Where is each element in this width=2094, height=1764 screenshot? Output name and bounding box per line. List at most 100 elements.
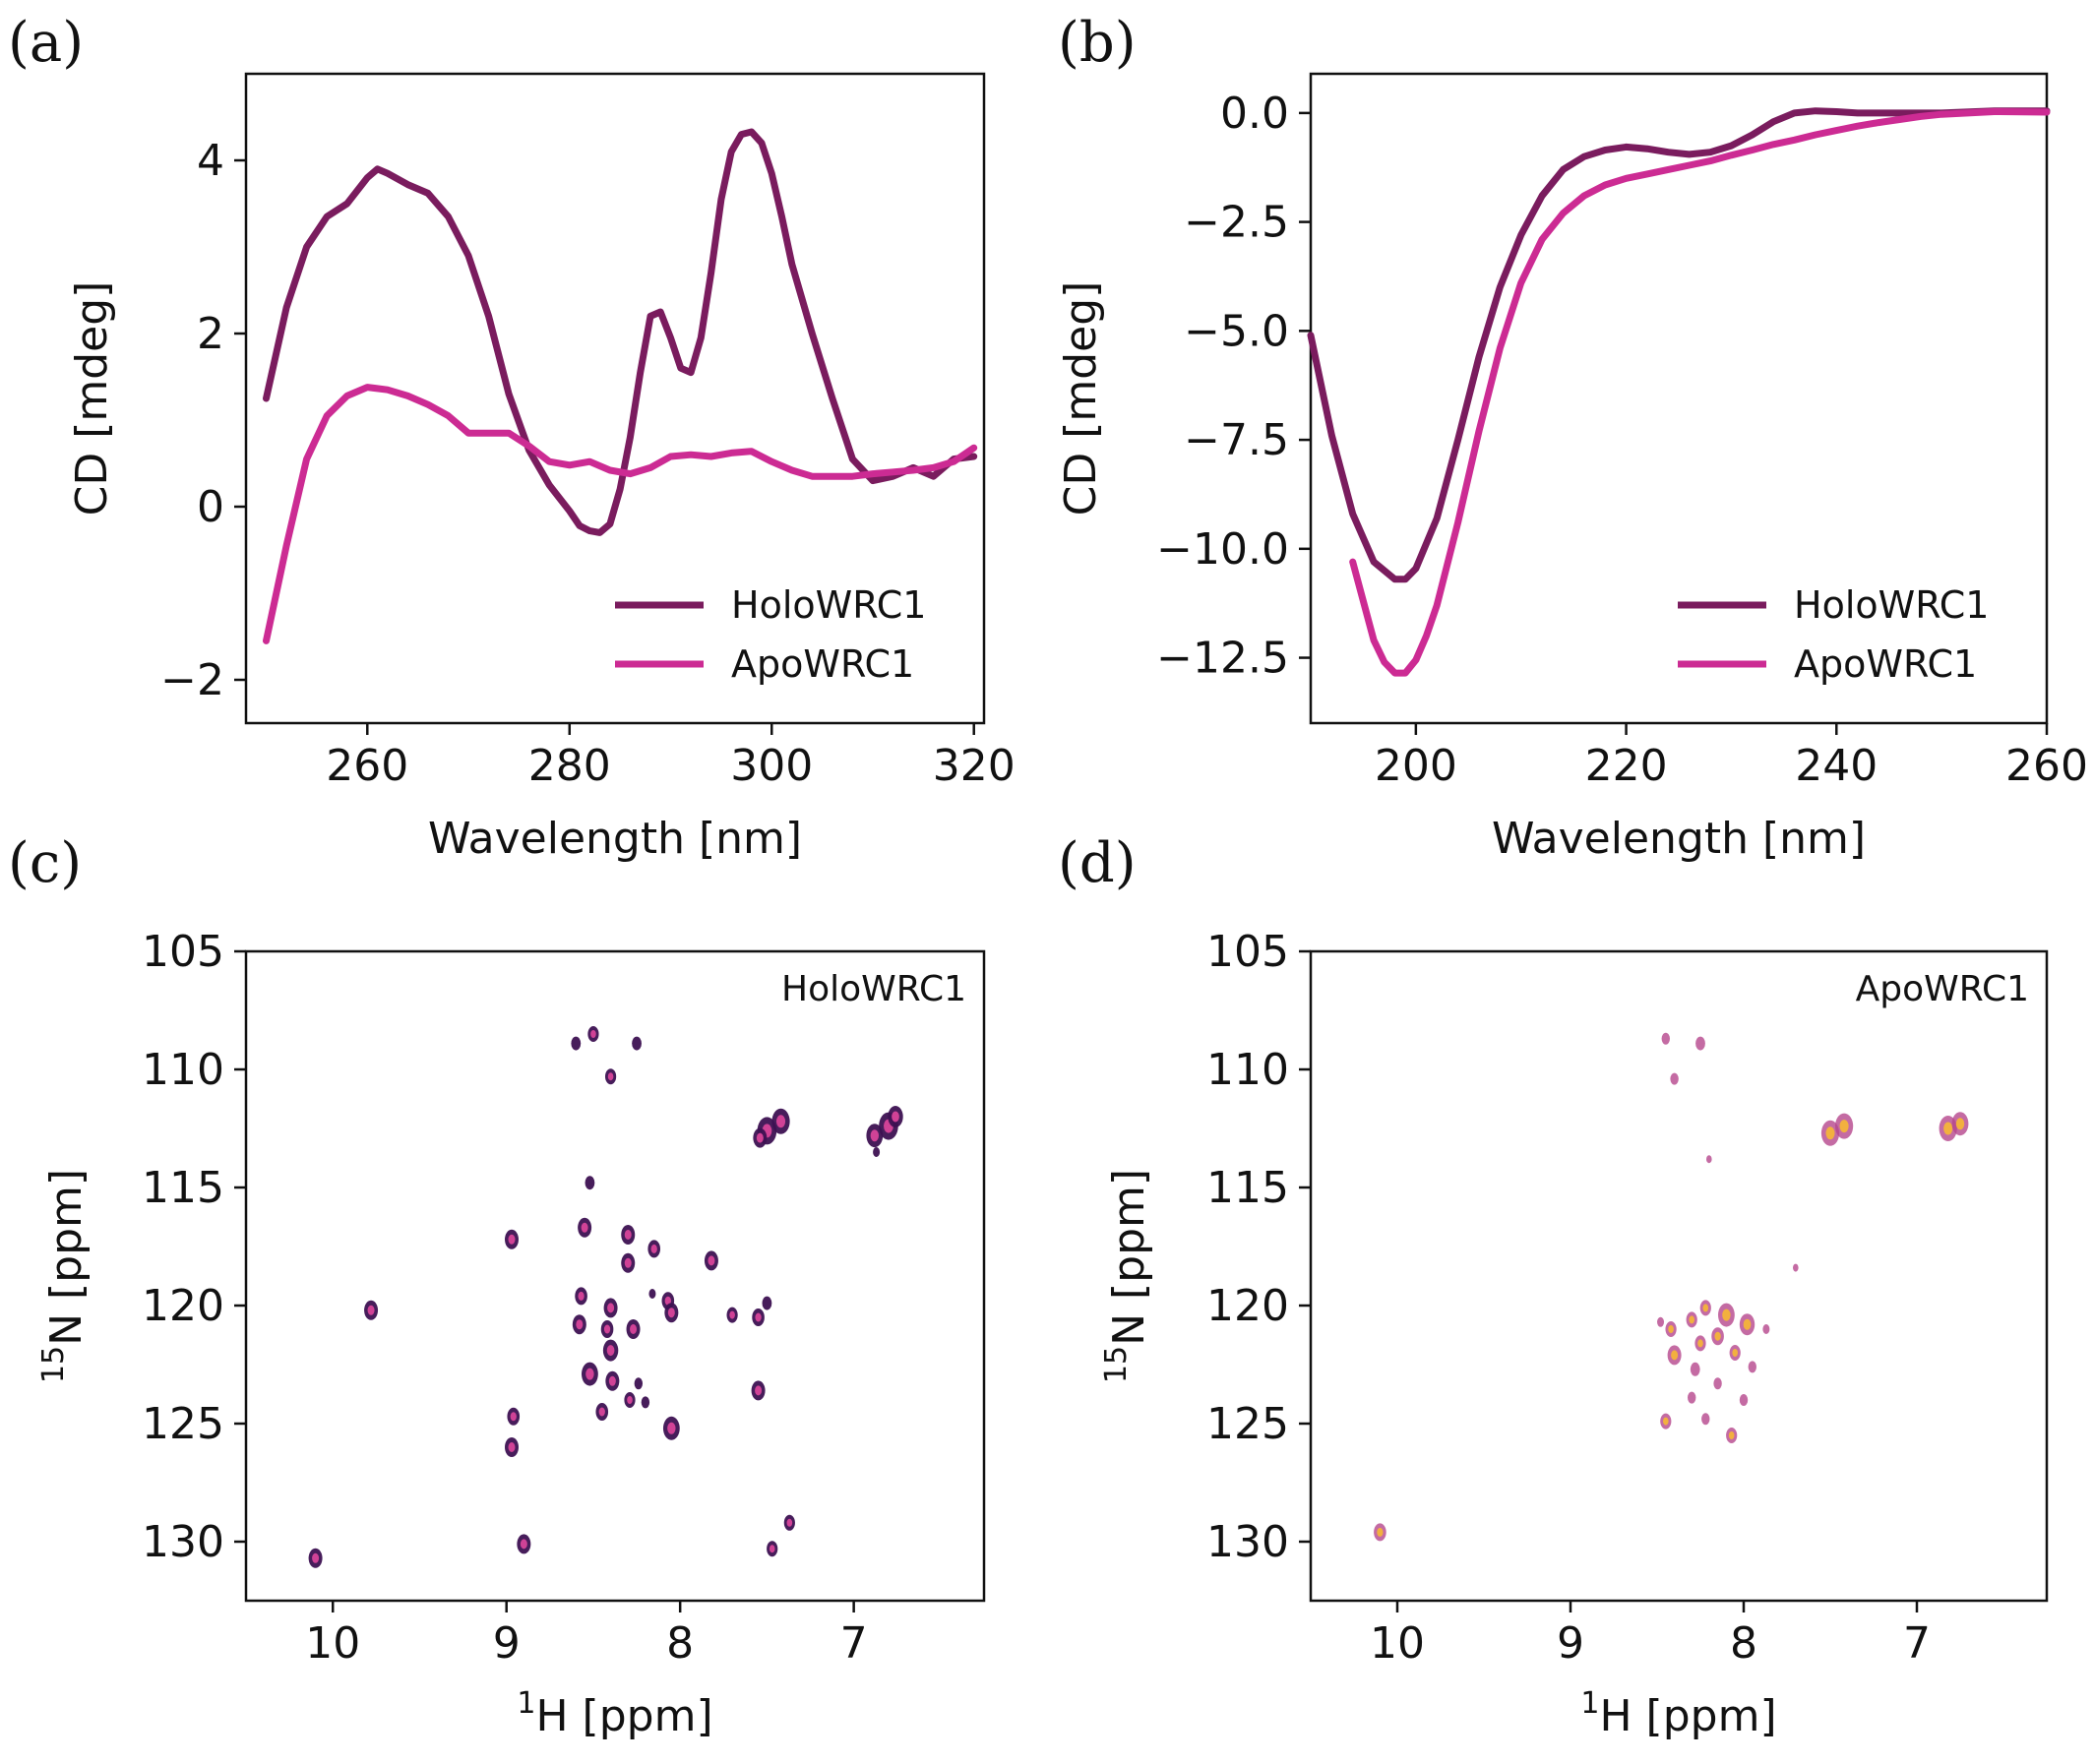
y-tick-label: 130 (1206, 1517, 1289, 1567)
x-tick-label: 8 (666, 1618, 694, 1669)
nmr-peak (1762, 1324, 1770, 1334)
x-tick-label: 200 (1375, 741, 1457, 791)
y-tick-label: −2 (160, 655, 224, 705)
y-tick-label: 120 (142, 1281, 224, 1331)
nmr-peak-core (630, 1324, 638, 1334)
nmr-peak-core (1825, 1126, 1835, 1140)
nmr-peak-core (508, 1234, 516, 1245)
panel-b-label: (b) (1058, 11, 1137, 75)
nmr-peak-core (1743, 1318, 1752, 1330)
nmr-peak-core (627, 1396, 633, 1404)
y-tick-label: 115 (1206, 1163, 1289, 1213)
nmr-peak-core (1839, 1120, 1849, 1133)
nmr-peak (1739, 1394, 1749, 1406)
nmr-peak-core (1377, 1527, 1384, 1537)
x-axis-label: Wavelength [nm] (428, 814, 802, 864)
nmr-peak-core (624, 1230, 632, 1240)
y-tick-label: −10.0 (1156, 524, 1289, 575)
x-tick-label: 10 (305, 1618, 360, 1669)
y-axis-label-main: N [ppm] (41, 1169, 92, 1346)
nmr-peak (1690, 1362, 1700, 1376)
x-tick-label: 9 (1557, 1618, 1584, 1669)
nmr-peak-core (578, 1291, 585, 1301)
nmr-peak (1748, 1361, 1757, 1373)
nmr-peak-core (1722, 1308, 1731, 1321)
nmr-peak-core (598, 1407, 605, 1417)
spectrum-label: HoloWRC1 (781, 969, 966, 1009)
nmr-peak (1661, 1032, 1671, 1045)
y-axis-label-superscript: 15 (1099, 1346, 1134, 1383)
nmr-peak (634, 1377, 644, 1390)
nmr-peak-core (367, 1305, 375, 1315)
nmr-peak-core (1697, 1339, 1703, 1348)
nmr-peak-core (775, 1115, 786, 1128)
y-tick-label: 110 (1206, 1045, 1289, 1095)
y-tick-label: 125 (142, 1399, 224, 1449)
x-axis-label-main: H [ppm] (1599, 1691, 1776, 1741)
nmr-peak-core (1689, 1315, 1694, 1324)
legend-label-apowrc1: ApoWRC1 (1794, 642, 1977, 686)
x-tick-label: 240 (1795, 741, 1878, 791)
nmr-peak-core (1671, 1350, 1679, 1361)
y-axis-label-main: N [ppm] (1104, 1169, 1154, 1346)
nmr-peak-core (755, 1312, 762, 1322)
x-axis-label-superscript: 1 (517, 1686, 535, 1721)
nmr-peak-core (1663, 1417, 1669, 1426)
y-tick-label: −12.5 (1156, 634, 1289, 684)
nmr-peak-core (603, 1324, 611, 1334)
y-tick-label: 120 (1206, 1281, 1289, 1331)
y-axis-label-superscript: 15 (36, 1346, 71, 1383)
nmr-peak-core (508, 1442, 516, 1452)
x-tick-label: 220 (1585, 741, 1668, 791)
nmr-peak-core (786, 1518, 793, 1527)
y-axis-label: CD [mdeg] (67, 281, 117, 517)
nmr-peak (873, 1147, 881, 1157)
nmr-peak (632, 1036, 642, 1051)
nmr-peak-core (590, 1030, 596, 1038)
nmr-peak-core (664, 1296, 671, 1306)
nmr-peak (1695, 1036, 1705, 1051)
x-tick-label: 10 (1370, 1618, 1425, 1669)
plot-frame (1309, 72, 2049, 725)
x-tick-label: 280 (528, 741, 611, 791)
x-tick-label: 7 (1903, 1618, 1931, 1669)
series-line-holowrc1 (1307, 107, 2051, 583)
plot-frame (1309, 949, 2049, 1603)
nmr-peak-core (892, 1111, 899, 1123)
nmr-peak (762, 1296, 772, 1310)
nmr-peak-core (667, 1422, 676, 1434)
y-tick-label: 110 (142, 1045, 224, 1095)
nmr-peak-core (1732, 1349, 1738, 1357)
x-tick-label: 9 (493, 1618, 521, 1669)
x-axis-label: 1H [ppm] (1580, 1686, 1776, 1741)
nmr-peak-core (581, 1222, 588, 1233)
panel-d-label: (d) (1058, 831, 1137, 895)
x-tick-label: 8 (1730, 1618, 1757, 1669)
panel-a-label: (a) (8, 11, 84, 75)
x-axis-label-superscript: 1 (1580, 1686, 1599, 1721)
nmr-peak (1670, 1072, 1679, 1085)
series-line-apowrc1 (1349, 108, 2051, 677)
y-tick-label: −7.5 (1184, 415, 1289, 465)
y-tick-label: 105 (1206, 927, 1289, 977)
y-tick-label: 4 (197, 136, 224, 186)
x-axis-label: 1H [ppm] (517, 1686, 712, 1741)
nmr-peak-core (624, 1257, 632, 1268)
nmr-peak-core (1943, 1122, 1953, 1135)
y-tick-label: 0 (197, 482, 224, 532)
nmr-peak (1701, 1413, 1710, 1426)
legend-label-holowrc1: HoloWRC1 (1794, 583, 1989, 627)
panel-b-cd-far-uv: (b) 200 220 240 260 0.0 −2.5 −5.0 −7.5 −10.0 −12.… (1056, 11, 2088, 864)
nmr-peak-core (607, 1072, 614, 1081)
nmr-peak-core (510, 1412, 517, 1422)
y-tick-label: 0.0 (1220, 89, 1289, 139)
nmr-peak-core (729, 1310, 735, 1319)
nmr-peak-core (576, 1319, 584, 1330)
nmr-peak (641, 1396, 650, 1409)
plot-frame (244, 949, 986, 1603)
nmr-peak (1688, 1391, 1696, 1404)
spectrum-label: ApoWRC1 (1856, 969, 2029, 1009)
nmr-peak-core (1668, 1325, 1674, 1333)
